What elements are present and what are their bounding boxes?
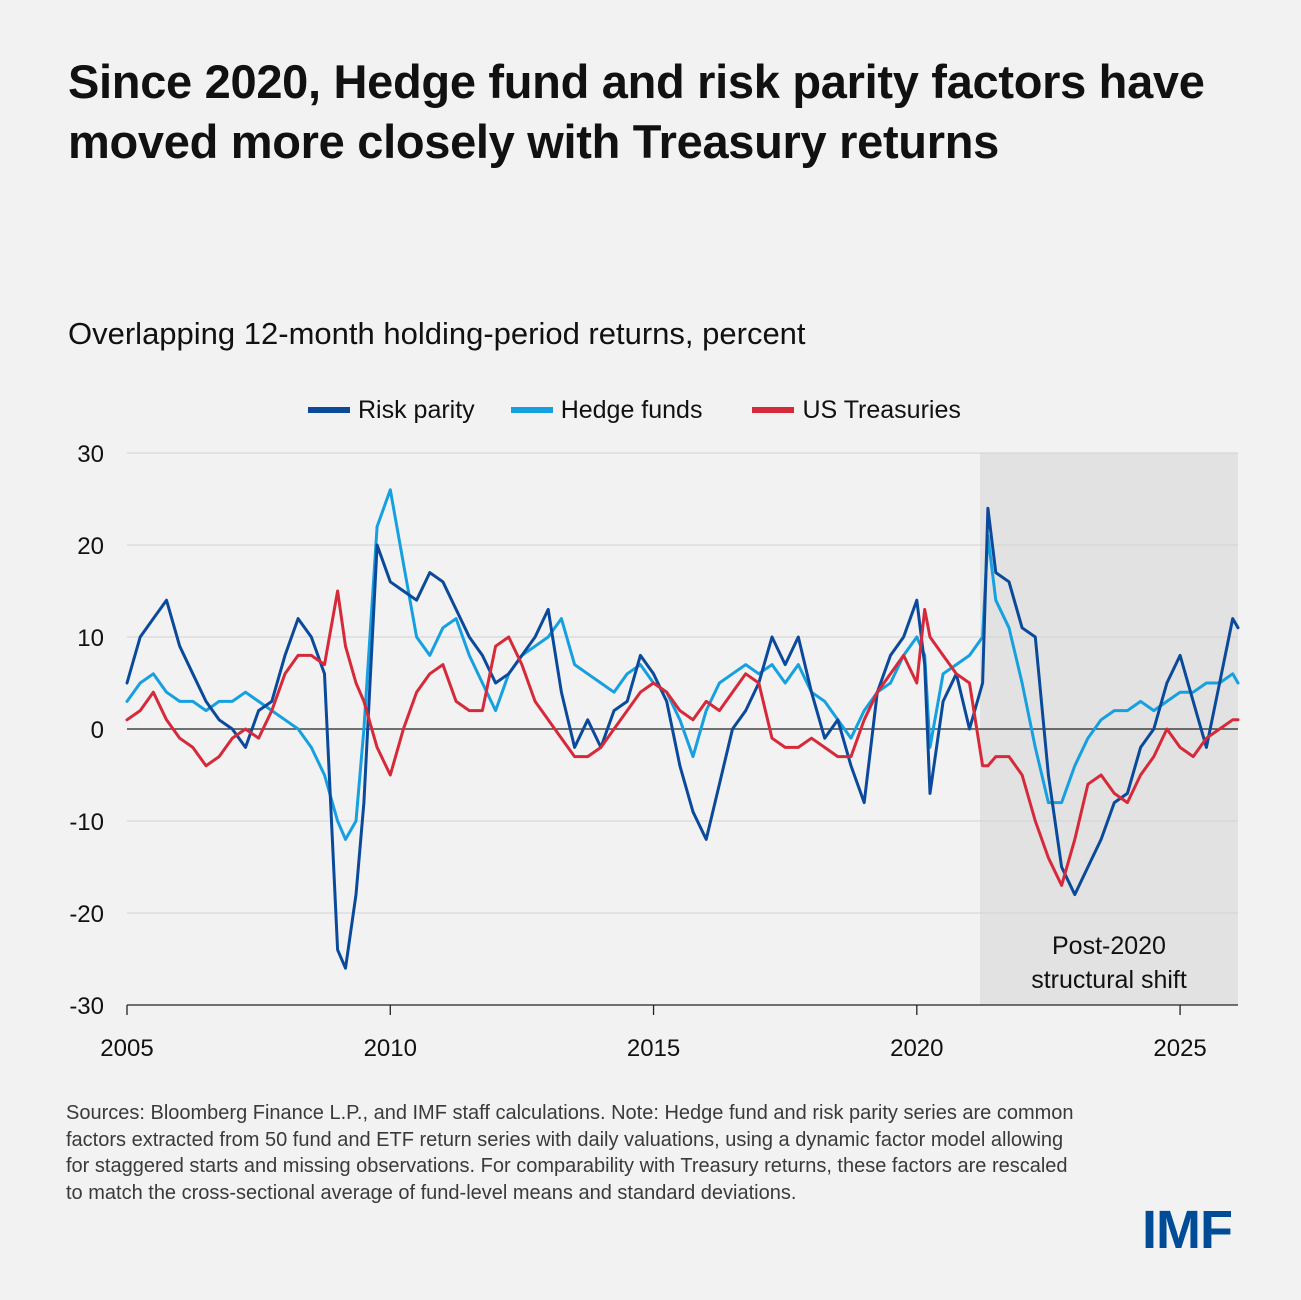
y-tick-label: 10 [77, 625, 104, 652]
x-tick-label: 2015 [627, 1035, 680, 1062]
y-tick-label: 0 [91, 717, 104, 744]
legend-swatch-risk-parity [308, 407, 350, 413]
x-tick-label: 2010 [364, 1035, 417, 1062]
us-treasuries-line [125, 589, 1240, 887]
x-tick-label: 2025 [1153, 1035, 1206, 1062]
legend: Risk parity Hedge funds US Treasuries [308, 392, 997, 428]
series-lines [125, 488, 1240, 970]
legend-swatch-us-treasuries [752, 407, 795, 413]
y-tick-label: -10 [69, 809, 104, 836]
y-tick-label: -20 [69, 901, 104, 928]
shaded-region-label-line1: Post-2020 [1052, 932, 1166, 960]
x-tick-label: 2020 [890, 1035, 943, 1062]
legend-label-hedge-funds: Hedge funds [560, 395, 703, 424]
chart-title: Since 2020, Hedge fund and risk parity f… [68, 55, 1205, 168]
chart-subtitle: Overlapping 12-month holding-period retu… [68, 316, 806, 351]
shaded-region-label-line2: structural shift [1031, 966, 1187, 994]
legend-item-risk-parity: Risk parity [308, 396, 475, 425]
legend-label-risk-parity: Risk parity [358, 395, 475, 424]
legend-swatch-hedge-funds [510, 407, 553, 413]
y-tick-label: -30 [69, 993, 104, 1020]
legend-label-us-treasuries: US Treasuries [802, 395, 961, 424]
legend-item-hedge-funds: Hedge funds [510, 395, 703, 425]
imf-logo: IMF [1142, 1200, 1233, 1260]
y-tick-label: 20 [77, 533, 104, 560]
x-tick-label: 2005 [100, 1035, 153, 1062]
footnote: Sources: Bloomberg Finance L.P., and IMF… [66, 1102, 1074, 1204]
legend-item-us-treasuries: US Treasuries [752, 395, 961, 425]
y-tick-label: 30 [77, 441, 104, 468]
